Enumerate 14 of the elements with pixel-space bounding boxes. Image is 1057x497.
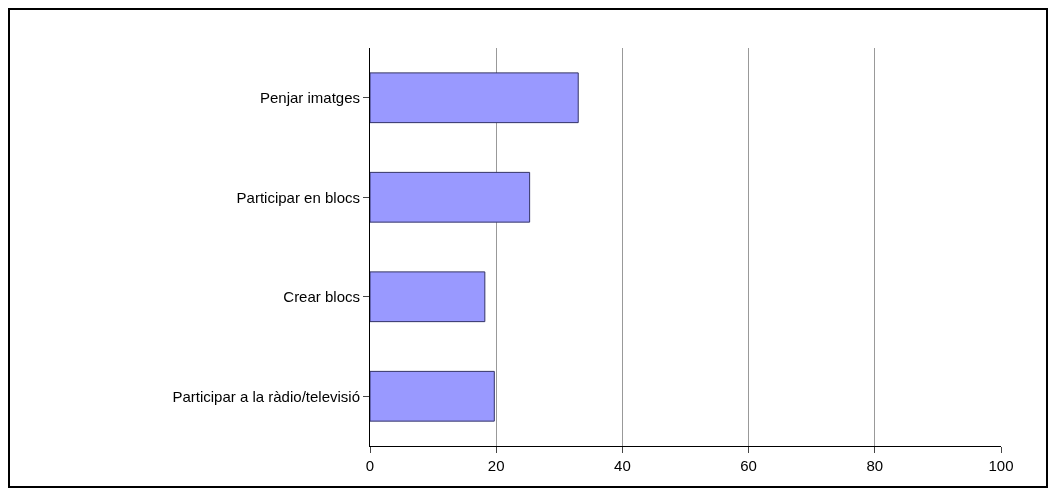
x-tick-label: 20 — [487, 457, 505, 474]
y-tick-label: Crear blocs — [283, 288, 360, 305]
x-tick-label: 80 — [866, 457, 884, 474]
bar — [370, 171, 531, 223]
bar — [370, 370, 495, 422]
x-tick-label: 60 — [740, 457, 757, 474]
y-tick-label: Penjar imatges — [259, 89, 360, 106]
y-tick-label: Participar en blocs — [236, 188, 360, 206]
x-tick-label: 100 — [988, 457, 1014, 474]
bar — [370, 72, 579, 124]
bar — [370, 271, 486, 323]
x-tick-label: 0 — [365, 457, 375, 474]
y-tick-label: Participar a la ràdio/televisió — [172, 387, 360, 405]
x-tick-label: 40 — [614, 457, 631, 474]
